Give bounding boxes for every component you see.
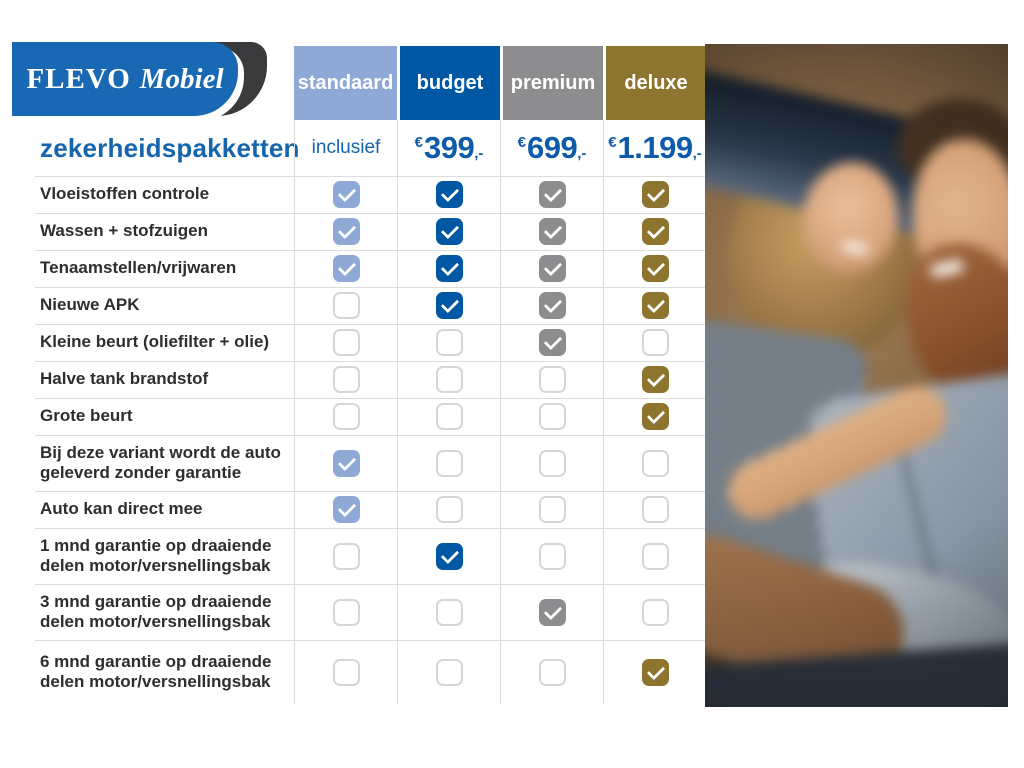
checkbox-checked-standaard[interactable]	[332, 449, 360, 477]
checkbox-checked-deluxe[interactable]	[641, 181, 669, 208]
checkbox-checked-deluxe[interactable]	[641, 292, 669, 319]
row-label: 6 mnd garantie op draaiende delen motor/…	[40, 651, 272, 691]
checkbox-unchecked-standaard[interactable]	[332, 292, 360, 319]
checkbox-unchecked-budget[interactable]	[435, 329, 463, 356]
checkbox-checked-deluxe[interactable]	[641, 255, 669, 282]
checkbox-unchecked-budget[interactable]	[435, 598, 463, 626]
price-standaard: inclusief	[294, 120, 397, 176]
checkbox-unchecked-budget[interactable]	[435, 496, 463, 523]
checkbox-checked-deluxe[interactable]	[641, 366, 669, 393]
checkbox-checked-budget[interactable]	[435, 292, 463, 319]
checkbox-unchecked-premium[interactable]	[538, 658, 566, 686]
column-header-deluxe: deluxe	[603, 46, 706, 120]
table-row: Kleine beurt (oliefilter + olie)	[12, 324, 706, 361]
table-row: Auto kan direct mee	[12, 491, 706, 528]
checkbox-checked-standaard[interactable]	[332, 496, 360, 523]
table-row: Grote beurt	[12, 398, 706, 435]
checkbox-unchecked-deluxe[interactable]	[641, 329, 669, 356]
checkbox-unchecked-deluxe[interactable]	[641, 449, 669, 477]
photo-paint-layers	[705, 44, 1008, 707]
table-row: 3 mnd garantie op draaiende delen motor/…	[12, 584, 706, 640]
checkbox-unchecked-standaard[interactable]	[332, 598, 360, 626]
row-label: 1 mnd garantie op draaiende delen motor/…	[40, 535, 272, 575]
checkbox-checked-deluxe[interactable]	[641, 658, 669, 686]
checkbox-unchecked-deluxe[interactable]	[641, 542, 669, 570]
euro-sign: €	[517, 133, 526, 151]
checkbox-checked-standaard[interactable]	[332, 218, 360, 245]
checkbox-checked-deluxe[interactable]	[641, 403, 669, 430]
euro-sign: €	[608, 133, 617, 151]
checkbox-unchecked-standaard[interactable]	[332, 658, 360, 686]
checkbox-checked-budget[interactable]	[435, 218, 463, 245]
brand-name-secondary: Mobiel	[139, 62, 224, 95]
checkbox-unchecked-premium[interactable]	[538, 449, 566, 477]
price-premium: €699 ,-	[500, 120, 603, 176]
checkbox-unchecked-budget[interactable]	[435, 658, 463, 686]
checkbox-unchecked-standaard[interactable]	[332, 403, 360, 430]
page-title: zekerheidspakketten	[40, 132, 300, 163]
table-row: 1 mnd garantie op draaiende delen motor/…	[12, 528, 706, 584]
row-label: Nieuwe APK	[40, 295, 140, 315]
euro-sign: €	[414, 133, 423, 151]
table-row: Nieuwe APK	[12, 287, 706, 324]
table-header-row: standaard budget premium deluxe	[12, 46, 706, 120]
checkbox-checked-budget[interactable]	[435, 255, 463, 282]
checkbox-unchecked-standaard[interactable]	[332, 542, 360, 570]
table-row: Vloeistoffen controle	[12, 176, 706, 213]
price-row: zekerheidspakketten inclusief €399 ,- €69…	[12, 120, 706, 176]
row-label: Tenaamstellen/vrijwaren	[40, 258, 237, 278]
checkbox-checked-premium[interactable]	[538, 181, 566, 208]
table-row: Tenaamstellen/vrijwaren	[12, 250, 706, 287]
column-header-budget: budget	[397, 46, 500, 120]
table-row: Bij deze variant wordt de auto geleverd …	[12, 435, 706, 491]
checkbox-checked-premium[interactable]	[538, 292, 566, 319]
row-label: Bij deze variant wordt de auto geleverd …	[40, 442, 281, 482]
row-label: Halve tank brandstof	[40, 369, 209, 389]
table-body: Vloeistoffen controle Wassen + stofzuige…	[12, 176, 706, 704]
table-row: Halve tank brandstof	[12, 361, 706, 398]
checkbox-checked-standaard[interactable]	[332, 255, 360, 282]
checkbox-unchecked-deluxe[interactable]	[641, 598, 669, 626]
price-budget: €399 ,-	[397, 120, 500, 176]
row-label: Auto kan direct mee	[40, 499, 203, 519]
checkbox-checked-budget[interactable]	[435, 181, 463, 208]
row-label: Grote beurt	[40, 406, 133, 426]
checkbox-unchecked-standaard[interactable]	[332, 366, 360, 393]
checkbox-checked-premium[interactable]	[538, 255, 566, 282]
checkbox-unchecked-premium[interactable]	[538, 403, 566, 430]
table-row: Wassen + stofzuigen	[12, 213, 706, 250]
checkbox-unchecked-premium[interactable]	[538, 542, 566, 570]
checkbox-checked-deluxe[interactable]	[641, 218, 669, 245]
checkbox-checked-premium[interactable]	[538, 598, 566, 626]
checkbox-unchecked-budget[interactable]	[435, 366, 463, 393]
column-header-premium: premium	[500, 46, 603, 120]
checkbox-unchecked-premium[interactable]	[538, 496, 566, 523]
checkbox-unchecked-budget[interactable]	[435, 403, 463, 430]
checkbox-checked-budget[interactable]	[435, 542, 463, 570]
row-label: Kleine beurt (oliefilter + olie)	[40, 332, 270, 352]
column-header-standaard: standaard	[294, 46, 397, 120]
checkbox-unchecked-standaard[interactable]	[332, 329, 360, 356]
brand-logo: FLEVO Mobiel	[12, 42, 267, 116]
table-row: 6 mnd garantie op draaiende delen motor/…	[12, 640, 706, 704]
price-deluxe: €1.199 ,-	[603, 120, 706, 176]
row-label: Wassen + stofzuigen	[40, 221, 208, 241]
brand-name-primary: FLEVO	[26, 62, 131, 95]
checkbox-checked-premium[interactable]	[538, 329, 566, 356]
package-comparison-table: standaard budget premium deluxe zekerhei…	[12, 46, 706, 704]
checkbox-unchecked-premium[interactable]	[538, 366, 566, 393]
checkbox-unchecked-budget[interactable]	[435, 449, 463, 477]
header-spacer	[12, 46, 294, 120]
row-label: 3 mnd garantie op draaiende delen motor/…	[40, 591, 272, 631]
row-label: Vloeistoffen controle	[40, 184, 210, 204]
logo-plate: FLEVO Mobiel	[12, 42, 238, 116]
couple-in-car-photo	[705, 44, 1008, 707]
checkbox-unchecked-deluxe[interactable]	[641, 496, 669, 523]
checkbox-checked-premium[interactable]	[538, 218, 566, 245]
checkbox-checked-standaard[interactable]	[332, 181, 360, 208]
photo-vignette	[705, 44, 1008, 707]
